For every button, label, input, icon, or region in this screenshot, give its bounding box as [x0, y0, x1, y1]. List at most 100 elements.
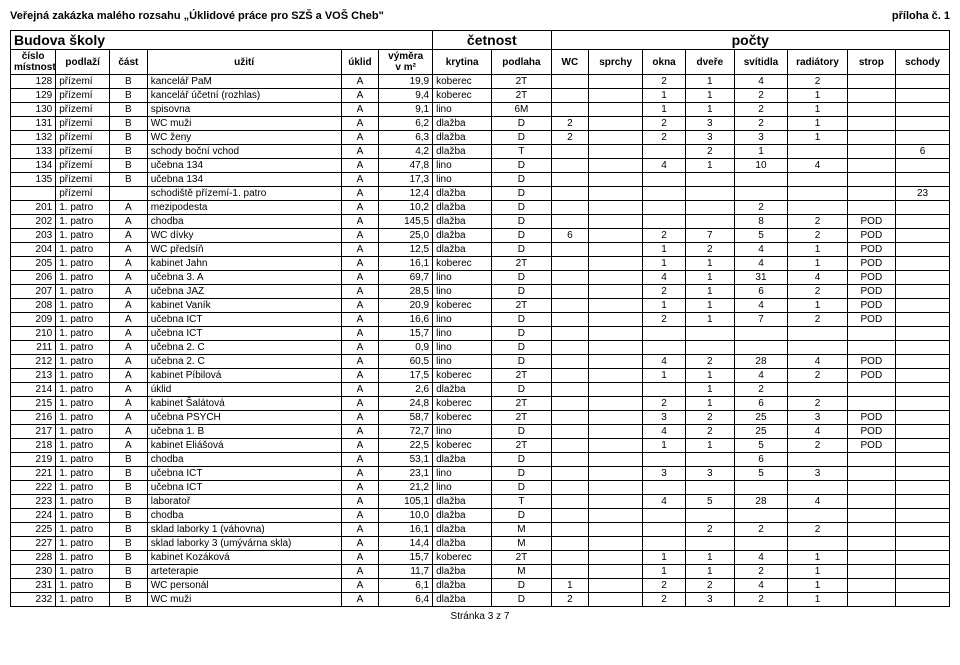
table-cell: 1	[686, 103, 734, 117]
table-row: 2121. patroAučebna 2. CA60,5linoD42284PO…	[11, 355, 950, 369]
table-cell: dlažba	[433, 593, 492, 607]
table-cell: 1	[788, 551, 847, 565]
table-cell: A	[110, 341, 148, 355]
table-cell	[788, 145, 847, 159]
column-header: krytina	[433, 50, 492, 75]
column-header: WC	[551, 50, 589, 75]
table-cell	[551, 453, 589, 467]
table-cell	[589, 117, 643, 131]
table-cell	[589, 257, 643, 271]
table-cell	[734, 481, 788, 495]
table-cell	[589, 453, 643, 467]
table-cell: přízemí	[56, 89, 110, 103]
table-row: 2091. patroAučebna ICTA16,6linoD2172POD	[11, 313, 950, 327]
table-cell: kabinet Jahn	[147, 257, 341, 271]
table-cell: 6,2	[379, 117, 433, 131]
table-cell: 2	[788, 369, 847, 383]
table-cell	[110, 187, 148, 201]
table-cell: 208	[11, 299, 56, 313]
table-cell: POD	[847, 257, 895, 271]
table-cell: koberec	[433, 411, 492, 425]
table-row: 2111. patroAučebna 2. CA0,9linoD	[11, 341, 950, 355]
table-cell: 1. patro	[56, 271, 110, 285]
table-cell	[896, 89, 950, 103]
table-cell: 12,5	[379, 243, 433, 257]
table-cell	[643, 145, 686, 159]
table-cell: učebna JAZ	[147, 285, 341, 299]
table-cell	[847, 201, 895, 215]
data-table: Budova školy četnost počty číslomístnost…	[10, 30, 950, 607]
table-cell: laboratoř	[147, 495, 341, 509]
table-cell: 1	[643, 369, 686, 383]
table-cell: A	[341, 89, 379, 103]
table-cell: lino	[433, 327, 492, 341]
table-row: 2311. patroBWC personálA6,1dlažbaD12241	[11, 579, 950, 593]
table-cell	[589, 355, 643, 369]
table-cell	[896, 481, 950, 495]
table-cell: 209	[11, 313, 56, 327]
table-cell: dlažba	[433, 201, 492, 215]
table-cell	[847, 579, 895, 593]
table-row: 2231. patroBlaboratořA105,1dlažbaT45284	[11, 495, 950, 509]
table-row: 2271. patroBsklad laborky 3 (umývárna sk…	[11, 537, 950, 551]
table-cell: kabinet Píbilová	[147, 369, 341, 383]
table-cell: schodiště přízemí-1. patro	[147, 187, 341, 201]
table-cell	[686, 341, 734, 355]
table-cell: dlažba	[433, 509, 492, 523]
table-row: 2281. patroBkabinet KozákováA15,7koberec…	[11, 551, 950, 565]
table-cell	[551, 145, 589, 159]
table-cell: 4	[734, 579, 788, 593]
table-cell: 1	[788, 131, 847, 145]
table-cell: A	[341, 187, 379, 201]
table-cell: 211	[11, 341, 56, 355]
table-cell	[589, 537, 643, 551]
table-cell	[643, 523, 686, 537]
table-cell	[896, 271, 950, 285]
table-cell: 133	[11, 145, 56, 159]
table-cell: 2,6	[379, 383, 433, 397]
table-cell	[896, 299, 950, 313]
table-cell	[734, 173, 788, 187]
table-cell: POD	[847, 439, 895, 453]
table-cell	[589, 299, 643, 313]
table-cell	[551, 467, 589, 481]
table-cell: A	[110, 369, 148, 383]
table-cell: A	[341, 285, 379, 299]
table-cell	[734, 341, 788, 355]
table-cell: A	[341, 565, 379, 579]
table-cell: A	[341, 215, 379, 229]
table-cell	[589, 467, 643, 481]
table-cell: chodba	[147, 215, 341, 229]
table-cell	[847, 159, 895, 173]
table-cell: 1. patro	[56, 369, 110, 383]
table-cell	[589, 145, 643, 159]
table-row: 2131. patroAkabinet PíbilováA17,5koberec…	[11, 369, 950, 383]
table-cell: D	[492, 159, 551, 173]
table-cell: 2	[734, 103, 788, 117]
group-frequency: četnost	[433, 31, 551, 50]
table-cell: 1. patro	[56, 509, 110, 523]
table-cell: učebna ICT	[147, 467, 341, 481]
table-cell: lino	[433, 103, 492, 117]
table-cell	[788, 537, 847, 551]
table-cell	[686, 481, 734, 495]
table-cell: 2T	[492, 257, 551, 271]
table-cell: POD	[847, 355, 895, 369]
table-cell: úklid	[147, 383, 341, 397]
table-cell	[847, 481, 895, 495]
table-cell	[788, 201, 847, 215]
table-cell: 1. patro	[56, 215, 110, 229]
table-cell: 12,4	[379, 187, 433, 201]
table-cell: 203	[11, 229, 56, 243]
table-cell	[896, 215, 950, 229]
table-cell: dlažba	[433, 383, 492, 397]
table-cell: 4	[734, 551, 788, 565]
table-cell: lino	[433, 467, 492, 481]
table-cell: 1	[643, 299, 686, 313]
table-cell: A	[341, 369, 379, 383]
table-cell: A	[341, 579, 379, 593]
table-cell: dlažba	[433, 537, 492, 551]
table-cell: lino	[433, 341, 492, 355]
table-cell: 25	[734, 425, 788, 439]
table-cell: 2	[788, 397, 847, 411]
